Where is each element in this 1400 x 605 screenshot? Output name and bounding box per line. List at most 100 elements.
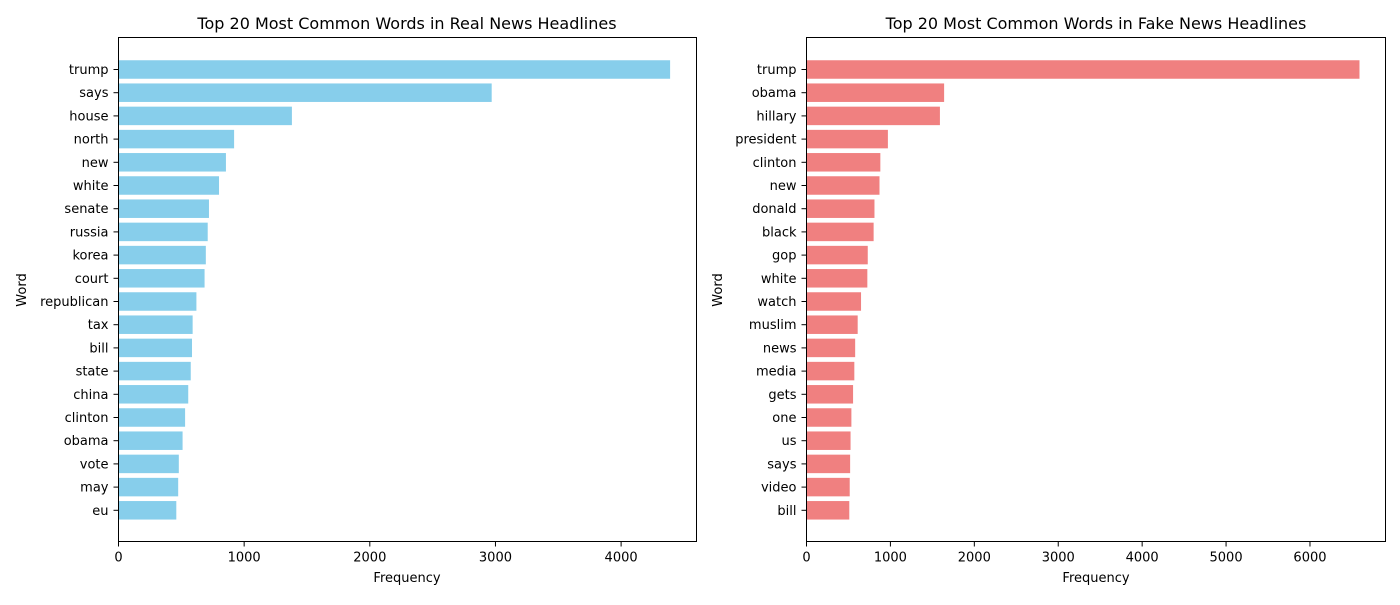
real-news-y-tick-label: says <box>79 86 108 101</box>
real-news-bar-north <box>118 129 235 149</box>
fake-news-y-tick-label: news <box>763 341 797 356</box>
fake-news-bar-media <box>806 361 855 381</box>
real-news-y-tick-label: clinton <box>65 411 109 426</box>
real-news-y-tick-label: senate <box>64 202 108 217</box>
real-news-x-axis-label: Frequency <box>373 571 440 586</box>
real-news-x-tick-label: 3000 <box>479 551 512 566</box>
real-news-y-tick-label: china <box>73 388 108 403</box>
real-news-bar-korea <box>118 245 206 265</box>
real-news-y-tick-label: court <box>75 272 109 287</box>
real-news-bars <box>118 60 671 520</box>
real-news-bar-vote <box>118 454 179 474</box>
fake-news-y-tick-label: us <box>781 434 796 449</box>
fake-news-bar-hillary <box>806 106 940 126</box>
fake-news-y-tick-label: gets <box>768 388 796 403</box>
fake-news-x-tick-label: 6000 <box>1293 551 1326 566</box>
real-news-bar-obama <box>118 431 183 450</box>
fake-news-y-tick-label: gop <box>772 249 796 264</box>
fake-news-bar-president <box>806 129 888 149</box>
fake-news-x-tick-label: 4000 <box>1126 551 1159 566</box>
fake-news-y-tick-label: one <box>772 411 796 426</box>
fake-news-y-ticks: trump obama hillary president clinton new dona… <box>735 63 807 519</box>
fake-news-x-tick-label: 2000 <box>958 551 991 566</box>
fake-news-bar-watch <box>806 292 862 311</box>
real-news-bar-eu <box>118 501 177 520</box>
fake-news-bar-trump <box>806 60 1360 79</box>
fake-news-y-tick-label: muslim <box>749 318 797 333</box>
fake-news-x-ticks: 0 1000 2000 3000 4000 5000 6000 <box>802 541 1327 566</box>
fake-news-y-tick-label: hillary <box>756 109 796 124</box>
fake-news-bar-new <box>806 176 880 195</box>
real-news-bar-state <box>118 361 191 381</box>
real-news-bar-republican <box>118 292 197 311</box>
fake-news-bar-white <box>806 269 868 288</box>
fake-news-chart: Top 20 Most Common Words in Fake News He… <box>711 14 1386 586</box>
real-news-y-tick-label: obama <box>64 434 109 449</box>
fake-news-bar-gop <box>806 245 868 265</box>
real-news-y-tick-label: korea <box>72 249 108 264</box>
real-news-y-tick-label: russia <box>70 225 109 240</box>
fake-news-y-axis-label: Word <box>711 273 726 306</box>
real-news-plot-frame <box>118 37 697 542</box>
real-news-bar-may <box>118 477 179 497</box>
real-news-bar-tax <box>118 315 193 334</box>
fake-news-bars <box>806 60 1360 520</box>
real-news-y-tick-label: republican <box>40 295 108 310</box>
fake-news-y-tick-label: watch <box>757 295 796 310</box>
fake-news-bar-video <box>806 477 850 497</box>
fake-news-chart-title: Top 20 Most Common Words in Fake News He… <box>885 14 1307 33</box>
real-news-bar-bill <box>118 338 193 358</box>
fake-news-x-tick-label: 0 <box>802 551 810 566</box>
real-news-y-tick-label: north <box>74 133 109 148</box>
real-news-y-tick-label: white <box>73 179 109 194</box>
fake-news-y-tick-label: media <box>756 365 797 380</box>
fake-news-y-tick-label: president <box>735 133 796 148</box>
fake-news-y-tick-label: new <box>770 179 797 194</box>
fake-news-y-tick-label: black <box>762 225 797 240</box>
real-news-y-tick-label: tax <box>88 318 109 333</box>
real-news-x-ticks: 0 1000 2000 3000 4000 <box>114 541 638 566</box>
real-news-bar-new <box>118 153 226 172</box>
fake-news-bar-bill <box>806 501 850 520</box>
real-news-y-tick-label: vote <box>80 457 109 472</box>
fake-news-y-tick-label: donald <box>752 202 796 217</box>
real-news-bar-russia <box>118 222 208 242</box>
fake-news-bar-news <box>806 338 856 358</box>
real-news-y-tick-label: trump <box>69 63 109 78</box>
real-news-bar-clinton <box>118 408 186 427</box>
fake-news-y-tick-label: white <box>761 272 797 287</box>
fake-news-plot-frame <box>806 37 1386 542</box>
fake-news-bar-says <box>806 454 851 474</box>
real-news-y-ticks: trump says house north new white senate russia k… <box>40 63 119 519</box>
fake-news-bar-one <box>806 408 852 427</box>
fake-news-bar-obama <box>806 83 945 102</box>
real-news-bar-china <box>118 385 189 404</box>
real-news-y-tick-label: bill <box>89 341 108 356</box>
fake-news-bar-us <box>806 431 851 450</box>
real-news-x-tick-label: 0 <box>114 551 122 566</box>
fake-news-bar-muslim <box>806 315 858 334</box>
fake-news-bar-donald <box>806 199 875 218</box>
fake-news-x-tick-label: 3000 <box>1042 551 1075 566</box>
fake-news-y-tick-label: says <box>767 457 796 472</box>
real-news-y-tick-label: may <box>80 481 109 496</box>
fake-news-y-tick-label: video <box>761 481 797 496</box>
real-news-x-tick-label: 4000 <box>605 551 638 566</box>
real-news-x-tick-label: 1000 <box>228 551 261 566</box>
real-news-bar-senate <box>118 199 209 218</box>
real-news-y-tick-label: eu <box>92 504 108 519</box>
real-news-bar-house <box>118 106 292 126</box>
fake-news-bar-clinton <box>806 153 881 172</box>
real-news-bar-white <box>118 176 220 195</box>
real-news-y-axis-label: Word <box>15 273 30 306</box>
fake-news-bar-black <box>806 222 874 242</box>
real-news-bar-court <box>118 269 205 288</box>
real-news-bar-says <box>118 83 492 102</box>
real-news-x-tick-label: 2000 <box>353 551 386 566</box>
fake-news-y-tick-label: bill <box>777 504 796 519</box>
real-news-chart: Top 20 Most Common Words in Real News He… <box>15 14 697 586</box>
fake-news-y-tick-label: clinton <box>753 156 797 171</box>
fake-news-y-tick-label: obama <box>752 86 797 101</box>
real-news-y-tick-label: house <box>69 109 108 124</box>
